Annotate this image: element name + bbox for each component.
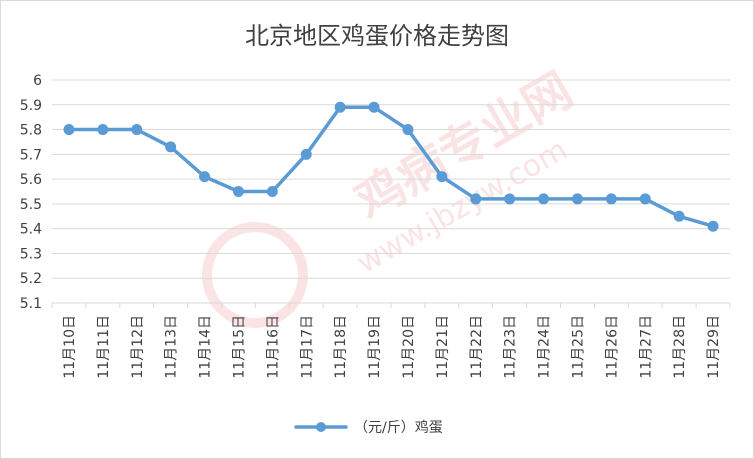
x-tick-label: 11月17日 [299, 315, 315, 379]
series-line [67, 105, 715, 228]
data-point [402, 124, 414, 136]
y-tick-label: 5.9 [20, 98, 42, 114]
x-tick-label: 11月23日 [503, 315, 519, 379]
data-point [538, 193, 550, 205]
x-tick-label: 11月10日 [62, 315, 78, 379]
x-tick-label: 11月18日 [333, 315, 349, 379]
y-tick-label: 6 [33, 73, 42, 89]
x-tick-label: 11月12日 [130, 315, 146, 379]
data-point [436, 171, 448, 183]
data-point [334, 101, 346, 113]
x-tick-label: 11月15日 [231, 315, 247, 379]
data-point [63, 124, 75, 136]
data-point [470, 193, 482, 205]
data-point [368, 101, 380, 113]
x-tick-label: 11月19日 [367, 315, 383, 379]
x-tick-label: 11月22日 [469, 315, 485, 379]
data-point [571, 193, 583, 205]
x-tick-label: 11月25日 [570, 315, 586, 379]
data-point [673, 210, 685, 222]
y-tick-label: 5.8 [20, 123, 42, 139]
chart-title: 北京地区鸡蛋价格走势图 [245, 22, 509, 50]
x-tick-label: 11月21日 [435, 315, 451, 379]
y-tick-label: 5.3 [20, 246, 42, 262]
x-tick-label: 11月29日 [706, 315, 722, 379]
x-tick-label: 11月16日 [265, 315, 281, 379]
data-point [165, 141, 177, 153]
data-point [639, 193, 651, 205]
x-tick-label: 11月20日 [401, 315, 417, 379]
y-tick-label: 5.4 [20, 222, 42, 238]
y-tick-label: 5.1 [20, 296, 42, 312]
x-tick-label: 11月28日 [672, 315, 688, 379]
y-tick-label: 5.5 [20, 197, 42, 213]
data-point [232, 186, 244, 197]
y-tick-label: 5.7 [20, 147, 42, 163]
legend-marker [316, 422, 326, 432]
data-point [300, 148, 312, 160]
legend-label: （元/斤）鸡蛋 [354, 419, 443, 436]
x-tick-label: 11月13日 [164, 315, 180, 379]
y-tick-label: 5.6 [20, 172, 42, 188]
data-point [707, 220, 719, 232]
x-tick-label: 11月11日 [96, 315, 112, 379]
data-point [199, 171, 211, 183]
x-tick-label: 11月24日 [537, 315, 553, 379]
y-tick-label: 5.2 [20, 271, 42, 287]
data-point [131, 124, 143, 136]
x-tick-label: 11月27日 [638, 315, 654, 379]
data-point [266, 186, 278, 197]
data-point [504, 193, 516, 205]
x-tick-label: 11月14日 [198, 315, 214, 379]
data-point [605, 193, 617, 205]
data-point [97, 124, 109, 136]
x-tick-label: 11月26日 [604, 315, 620, 379]
